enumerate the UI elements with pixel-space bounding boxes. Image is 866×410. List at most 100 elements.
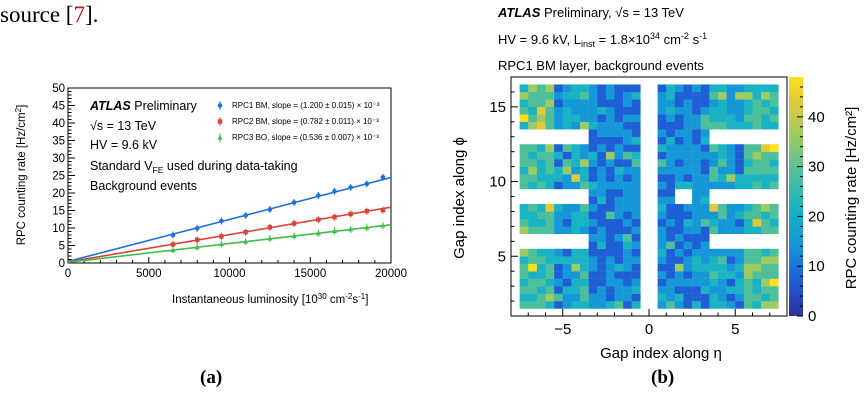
heatmap-cell: [597, 174, 607, 182]
heatmap-cell: [743, 91, 753, 100]
heatmap-cell: [726, 166, 736, 175]
heatmap-cell: [700, 203, 710, 212]
fit-line-series-3: [67, 223, 392, 264]
heatmap-cell: [700, 91, 710, 100]
data-point-rpc3: [364, 225, 370, 230]
heatmap-cell: [597, 211, 607, 220]
chart-a-ytick-label: 15: [52, 206, 65, 218]
heatmap-cell: [597, 263, 607, 272]
heatmap-cell: [666, 301, 676, 309]
heatmap-cell: [545, 114, 555, 123]
heatmap-cell: [709, 166, 719, 175]
heatmap-cell: [666, 196, 676, 205]
reference-link[interactable]: 7: [73, 2, 85, 27]
heatmap-cell: [519, 151, 529, 160]
heatmap-cell: [605, 174, 615, 182]
heatmap-cell: [623, 211, 632, 220]
heatmap-cell: [571, 301, 581, 309]
heatmap-cell: [683, 166, 693, 175]
heatmap-cell: [519, 203, 529, 212]
heatmap-cell: [752, 286, 762, 294]
data-point-rpc2: [364, 209, 369, 214]
heatmap-cell: [614, 181, 624, 190]
heatmap-cell: [718, 166, 727, 175]
chart-b-ticks: −5 0 5 5 10 15: [489, 91, 771, 338]
heatmap-cell: [631, 196, 641, 205]
heatmap-cell: [657, 99, 667, 108]
heatmap-cell: [657, 181, 667, 190]
heatmap-cell: [666, 241, 676, 249]
heatmap-cell: [605, 84, 615, 93]
heatmap-cell: [571, 271, 581, 279]
heatmap-cell: [700, 99, 710, 108]
chart-b-colorbar-ticks: 0 10 20 30 40: [797, 86, 825, 325]
heatmap-cell: [709, 106, 719, 115]
heatmap-cell: [588, 218, 598, 227]
heatmap-cell: [631, 99, 641, 108]
heatmap-cell: [554, 151, 563, 160]
chart-a-ytick-label: 10: [52, 223, 65, 235]
heatmap-cell: [726, 218, 736, 227]
heatmap-cell: [769, 248, 779, 257]
heatmap-cell: [519, 293, 529, 302]
heatmap-cell: [743, 248, 753, 257]
heatmap-cell: [666, 189, 676, 197]
heatmap-cell: [580, 91, 589, 100]
heatmap-cell: [605, 233, 615, 242]
heatmap-cell: [726, 84, 736, 93]
heatmap-cell: [700, 106, 710, 115]
heatmap-cell: [700, 226, 710, 235]
heatmap-cell: [545, 301, 555, 309]
heatmap-cell: [718, 301, 727, 309]
heatmap-cell: [536, 286, 546, 294]
heatmap-cell: [597, 144, 607, 152]
heatmap-cell: [536, 84, 546, 93]
heatmap-cell: [735, 286, 745, 294]
heatmap-cell: [562, 181, 572, 190]
heatmap-cell: [597, 106, 607, 115]
heatmap-cell: [683, 293, 693, 302]
chart-a-ytick-label: 50: [52, 83, 65, 95]
heatmap-cell: [554, 226, 563, 235]
heatmap-cell: [769, 218, 779, 227]
chart-a-ytick-label: 30: [52, 153, 65, 165]
heatmap-cell: [683, 301, 693, 309]
heatmap-cell: [743, 256, 753, 264]
heatmap-cell: [631, 301, 641, 309]
heatmap-cell: [580, 106, 589, 115]
heatmap-cell: [623, 166, 632, 175]
heatmap-cell: [700, 256, 710, 264]
heatmap-cell: [631, 166, 641, 175]
heatmap-cell: [735, 211, 745, 220]
heatmap-cell: [674, 121, 684, 130]
heatmap-cell: [597, 196, 607, 205]
heatmap-cell: [752, 256, 762, 264]
heatmap-cell: [692, 144, 701, 152]
heatmap-cell: [519, 226, 529, 235]
heatmap-cell: [562, 174, 572, 182]
heatmap-cell: [692, 106, 701, 115]
heatmap-cell: [554, 181, 563, 190]
heatmap-cell: [571, 256, 581, 264]
heatmap-cell: [571, 263, 581, 272]
heatmap-cell: [519, 286, 529, 294]
heatmap-cell: [735, 218, 745, 227]
heatmap-cell: [545, 271, 555, 279]
heatmap-cell: [623, 256, 632, 264]
heatmap-cell: [528, 263, 538, 272]
heatmap-cell: [545, 144, 555, 152]
heatmap-cell: [657, 121, 667, 130]
heatmap-cell: [709, 271, 719, 279]
heatmap-cell: [718, 114, 727, 123]
legend-marker-rpc3: [217, 135, 223, 140]
heatmap-cell: [536, 203, 546, 212]
chart-b-ylabel: Gap index along ϕ: [451, 137, 468, 259]
heatmap-cell: [562, 256, 572, 264]
fit-line-series-1: [67, 176, 392, 263]
heatmap-cell: [588, 136, 598, 145]
heatmap-cell: [718, 248, 727, 257]
heatmap-cell: [614, 151, 624, 160]
chart-a-annotations: ATLAS Preliminary √s = 13 TeV HV = 9.6 k…: [89, 99, 298, 193]
heatmap-cell: [735, 144, 745, 152]
heatmap-cell: [657, 151, 667, 160]
